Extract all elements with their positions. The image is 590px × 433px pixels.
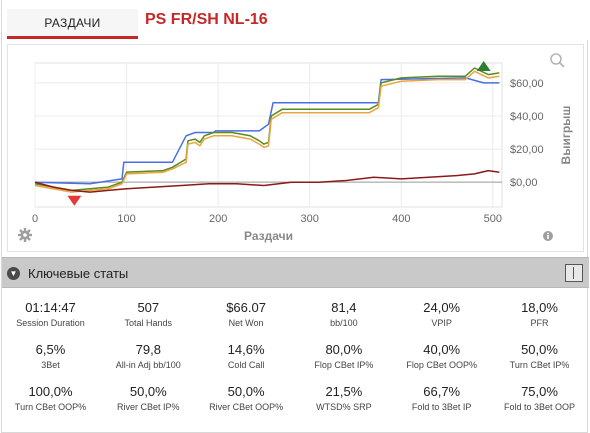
stat-value: 24,0% [423,300,461,315]
stat-value: 50,0% [227,384,265,399]
stat-value: 79,8 [135,342,161,357]
stat-cell: 75,0% Fold to 3Bet OOP [491,384,588,412]
stat-label: VPIP [431,318,452,328]
stat-value: 50,0% [129,384,167,399]
x-tick-label: 300 [301,213,319,225]
chart-grid [34,62,503,208]
y-tick-label: $60,00 [510,78,544,90]
stat-value: 14,6% [227,342,265,357]
chart-markers [67,60,491,206]
page-title: PS FR/SH NL-16 [145,11,268,28]
tab-bar: РАЗДАЧИ PS FR/SH NL-16 [2,0,589,40]
stat-label: Fold to 3Bet IP [411,402,472,412]
stat-value: 50,0% [521,342,558,357]
stat-value: 81,4 [331,300,357,315]
stat-label: Cold Call [227,360,265,370]
chevron-down-icon[interactable]: ▼ [7,267,20,280]
y-tick-label: $20,00 [510,144,544,156]
x-axis-label: Раздачи [244,229,293,243]
x-tick-label: 500 [484,213,502,225]
stat-label: River CBet OOP% [209,402,284,412]
layout-columns-icon[interactable] [565,264,583,282]
stat-label: Total Hands [124,318,173,328]
series-line-0 [34,77,500,185]
y-tick-label: $40,00 [510,111,544,123]
stat-label: Flop CBet OOP% [406,360,477,370]
stat-label: bb/100 [330,318,358,328]
stat-cell: 81,4 bb/100 [295,300,392,328]
tab-hands[interactable]: РАЗДАЧИ [7,9,138,39]
stat-cell: 01:14:47 Session Duration [2,300,99,328]
chart-axes: 0 100 200 300 400 500 $0,00 $20,00 $40,00 $60,00 Р… [32,78,573,243]
stat-value: $66.07 [226,300,266,315]
stat-value: 507 [137,300,160,315]
info-icon[interactable] [543,231,553,241]
stat-value: 01:14:47 [25,300,76,315]
stat-value: 40,0% [423,342,461,357]
chart-series [34,67,500,193]
stat-label: 3Bet [41,360,60,370]
key-stats-title: Ключевые статы [28,266,129,281]
key-stats-header[interactable]: ▼ Ключевые статы [2,257,589,288]
stat-cell: 14,6% Cold Call [198,342,295,370]
stat-cell: 21,5% WTSD% SRP [295,384,392,412]
gear-icon[interactable] [18,228,32,242]
trough-marker [67,195,82,206]
stat-cell: 79,8 All-in Adj bb/100 [100,342,197,370]
stat-cell: 50,0% River CBet OOP% [198,384,295,412]
stat-value: 66,7% [423,384,461,399]
x-tick-label: 200 [209,213,227,225]
peak-marker [476,60,491,71]
stat-cell: 80,0% Flop CBet IP% [295,342,392,370]
stat-label: Turn CBet OOP% [14,402,87,412]
stat-value: 21,5% [325,384,363,399]
stat-cell: 507 Total Hands [100,300,197,328]
stat-value: 100,0% [28,384,73,399]
stat-label: Fold to 3Bet OOP [503,402,576,412]
stat-cell: 50,0% Turn CBet IP% [491,342,588,370]
stat-label: Flop CBet IP% [314,360,374,370]
stat-cell: 18,0% PFR [491,300,588,328]
x-tick-label: 0 [32,213,38,225]
stat-label: WTSD% SRP [316,402,372,412]
stat-label: River CBet IP% [117,402,180,412]
x-tick-label: 100 [117,213,135,225]
stat-cell: 50,0% River CBet IP% [100,384,197,412]
y-tick-label: $0,00 [510,177,538,189]
zoom-icon[interactable] [550,53,565,68]
y-axis-label: Выигрыш [559,106,573,165]
stat-label: Net Won [228,318,264,328]
winnings-chart: 0 100 200 300 400 500 $0,00 $20,00 $40,00 $60,00 Р… [7,44,584,252]
stat-cell: 6,5% 3Bet [2,342,99,370]
stat-value: 6,5% [35,342,66,357]
stat-value: 75,0% [521,384,558,399]
stat-cell: 40,0% Flop CBet OOP% [393,342,490,370]
tab-hands-label: РАЗДАЧИ [44,15,101,30]
chart-svg: 0 100 200 300 400 500 $0,00 $20,00 $40,00 $60,00 Р… [18,53,573,243]
series-line-3 [34,169,500,193]
stat-label: Session Duration [16,318,85,328]
plot-area [34,62,503,208]
stat-label: PFR [530,318,549,328]
stat-cell: $66.07 Net Won [198,300,295,328]
stat-cell: 66,7% Fold to 3Bet IP [393,384,490,412]
stat-value: 18,0% [521,300,558,315]
series-line-2 [34,70,500,193]
stat-cell: 100,0% Turn CBet OOP% [2,384,99,412]
stat-cell: 24,0% VPIP [393,300,490,328]
stat-label: Turn CBet IP% [509,360,570,370]
series-line-1 [34,67,500,192]
x-tick-label: 400 [392,213,410,225]
stat-value: 80,0% [325,342,363,357]
stat-label: All-in Adj bb/100 [115,360,181,370]
